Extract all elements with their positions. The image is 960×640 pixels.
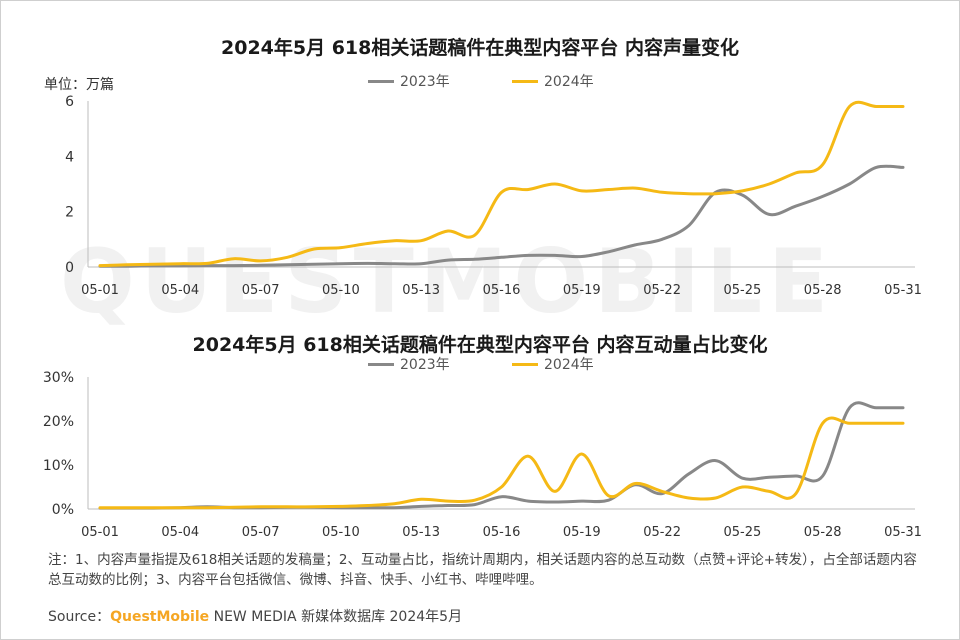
chart-2-x-tick-label: 05-16 <box>483 525 521 540</box>
legend-swatch-2024 <box>512 362 538 366</box>
chart-1-series-line-2024年 <box>98 100 905 268</box>
chart-1-title: 2024年5月 618相关话题稿件在典型内容平台 内容声量变化 <box>221 37 739 59</box>
chart-1-x-tick-label: 05-22 <box>643 283 681 298</box>
chart-1-legend-2023: 2023年 <box>368 71 450 91</box>
chart-1-series-line-2023年 <box>98 164 905 268</box>
legend-swatch-2023 <box>368 362 394 366</box>
chart-2-series-line-2024年 <box>98 416 905 510</box>
legend-label-2023: 2023年 <box>400 74 450 90</box>
chart-2-x-tick-label: 05-13 <box>402 525 440 540</box>
watermark-text: QUESTMOBILE <box>60 230 835 333</box>
chart-2-x-tick-label: 05-28 <box>804 525 842 540</box>
chart-2-series-line-2023年 <box>98 401 905 510</box>
chart-1-unit-label: 单位：万篇 <box>44 77 114 93</box>
chart-2-y-tick-label: 0% <box>52 502 74 518</box>
chart-2-x-tick-label: 05-19 <box>563 525 601 540</box>
chart-1-legend-2024: 2024年 <box>512 71 594 91</box>
legend-label-2023: 2023年 <box>400 357 450 373</box>
chart-2-x-tick-label: 05-10 <box>322 525 360 540</box>
chart-1-x-tick-label: 05-31 <box>884 283 922 298</box>
source-brand: QuestMobile <box>110 609 210 625</box>
legend-label-2024: 2024年 <box>544 74 594 90</box>
footnote: 注：1、内容声量指提及618相关话题的发稿量；2、互动量占比，指统计周期内，相关… <box>48 552 917 588</box>
chart-2-legend-2023: 2023年 <box>368 354 450 374</box>
source-prefix: Source： <box>48 609 111 625</box>
legend-label-2024: 2024年 <box>544 357 594 373</box>
chart-1-y-tick-label: 0 <box>65 260 74 276</box>
chart-1-x-tick-label: 05-07 <box>242 283 280 298</box>
chart-1-x-tick-label: 05-01 <box>81 283 119 298</box>
chart-1-x-tick-label: 05-04 <box>161 283 199 298</box>
source-line: Source：QuestMobile NEW MEDIA 新媒体数据库 2024… <box>48 606 462 626</box>
chart-2-x-tick-label: 05-07 <box>242 525 280 540</box>
chart-2-x-tick-label: 05-31 <box>884 525 922 540</box>
chart-2-x-tick-label: 05-01 <box>81 525 119 540</box>
chart-1-y-tick-label: 6 <box>65 94 74 110</box>
chart-2-y-tick-label: 30% <box>43 370 74 386</box>
chart-2-title: 2024年5月 618相关话题稿件在典型内容平台 内容互动量占比变化 <box>192 334 768 356</box>
chart-2-legend-2024: 2024年 <box>512 354 594 374</box>
chart-1-x-tick-label: 05-10 <box>322 283 360 298</box>
chart-1-x-tick-label: 05-13 <box>402 283 440 298</box>
legend-swatch-2023 <box>368 79 394 83</box>
chart-1-x-tick-label: 05-25 <box>724 283 762 298</box>
source-suffix: NEW MEDIA 新媒体数据库 2024年5月 <box>209 609 463 625</box>
chart-1-x-tick-label: 05-19 <box>563 283 601 298</box>
chart-1-y-tick-label: 2 <box>65 205 74 221</box>
chart-2-y-tick-label: 10% <box>43 458 74 474</box>
legend-swatch-2024 <box>512 79 538 83</box>
chart-2-y-tick-label: 20% <box>43 414 74 430</box>
chart-2-x-tick-label: 05-22 <box>643 525 681 540</box>
chart-2-x-tick-label: 05-25 <box>724 525 762 540</box>
chart-1-y-tick-label: 4 <box>65 149 74 165</box>
chart-1-x-tick-label: 05-16 <box>483 283 521 298</box>
chart-2-x-tick-label: 05-04 <box>161 525 199 540</box>
chart-1-x-tick-label: 05-28 <box>804 283 842 298</box>
